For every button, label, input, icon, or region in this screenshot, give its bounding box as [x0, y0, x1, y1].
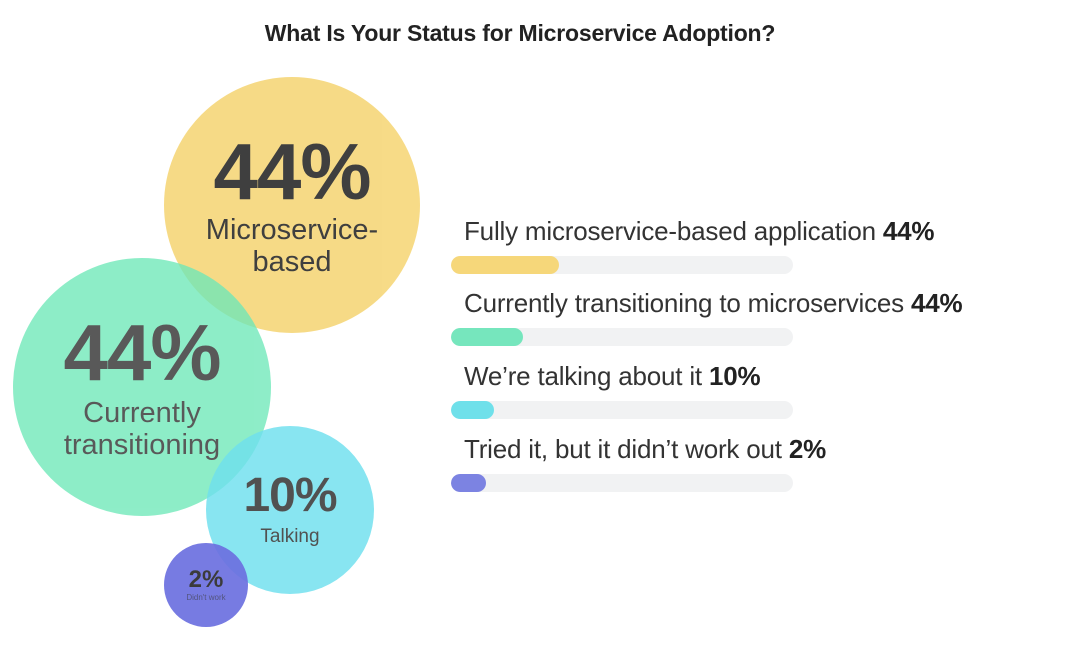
- bubble-microservice-based-value: 44%: [213, 126, 371, 216]
- bar-track: [451, 474, 793, 492]
- bar-fill: [451, 328, 523, 346]
- bar-category-text: We’re talking about it: [464, 361, 709, 391]
- bar-value-label: 10%: [708, 361, 761, 391]
- bubble-talking-value: 10%: [243, 469, 337, 523]
- bar-category-label: Fully microservice-based application 44%: [451, 218, 1071, 244]
- bar-category-text: Fully microservice-based application: [464, 216, 883, 246]
- bar-category-text: Tried it, but it didn’t work out: [464, 434, 789, 464]
- bar-category-label: Currently transitioning to microservices…: [451, 290, 1071, 316]
- bar-row: We’re talking about it 10%: [451, 363, 1071, 419]
- bar-fill: [451, 474, 486, 492]
- bubble-microservice-based: 44% Microservice- based: [164, 77, 420, 333]
- bar-fill: [451, 401, 494, 419]
- bubble-currently-transitioning: 44% Currently transitioning: [13, 258, 271, 516]
- chart-title: What Is Your Status for Microservice Ado…: [264, 20, 776, 46]
- bar-row: Currently transitioning to microservices…: [451, 290, 1071, 346]
- bubble-talking: 10% Talking: [206, 426, 374, 594]
- bar-track: [451, 328, 793, 346]
- bar-track: [451, 256, 793, 274]
- bubble-microservice-based-label: Microservice- based: [205, 213, 379, 278]
- bar-row: Tried it, but it didn’t work out 2%: [451, 436, 1071, 492]
- bar-value-label: 2%: [788, 434, 826, 464]
- bubble-currently-transitioning-label: Currently transitioning: [63, 396, 221, 461]
- bubble-didnt-work: 2% Didn't work: [164, 543, 248, 627]
- bubble-talking-label: Talking: [260, 526, 320, 548]
- bubble-didnt-work-value: 2%: [188, 565, 224, 593]
- bar-value-label: 44%: [910, 288, 963, 318]
- bubble-didnt-work-label: Didn't work: [186, 592, 226, 602]
- bubble-currently-transitioning-value: 44%: [63, 307, 221, 397]
- bar-value-label: 44%: [882, 216, 935, 246]
- bubble-cluster: 44% Microservice- based 44% Currently tr…: [0, 0, 440, 650]
- bar-track: [451, 401, 793, 419]
- bar-category-label: We’re talking about it 10%: [451, 363, 1071, 389]
- bar-list: Fully microservice-based application 44%…: [451, 0, 1071, 650]
- bar-fill: [451, 256, 559, 274]
- bar-category-text: Currently transitioning to microservices: [464, 288, 911, 318]
- bar-row: Fully microservice-based application 44%: [451, 218, 1071, 274]
- bar-category-label: Tried it, but it didn’t work out 2%: [451, 436, 1071, 462]
